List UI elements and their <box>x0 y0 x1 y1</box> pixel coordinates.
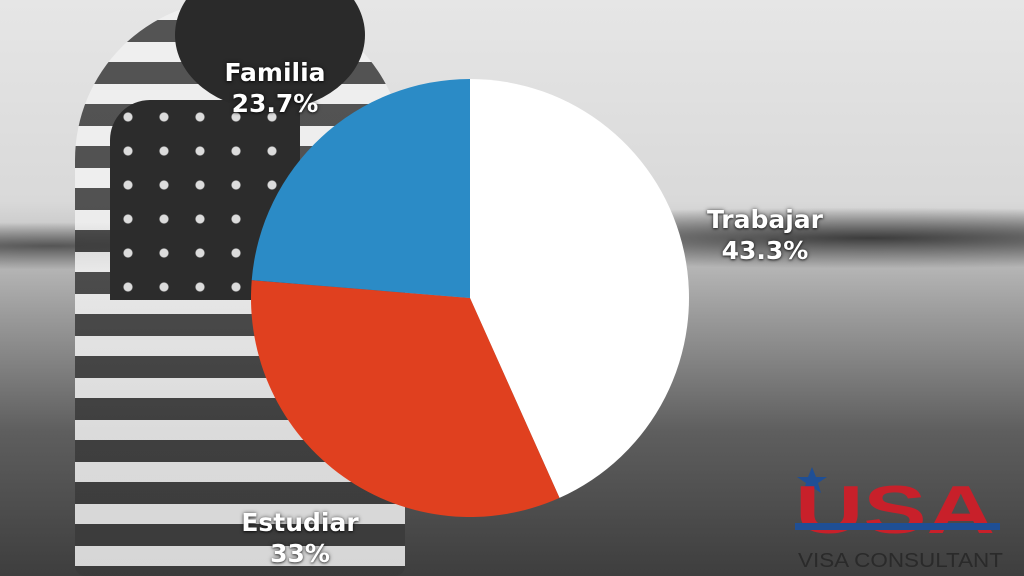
slice-name: Estudiar <box>241 508 359 537</box>
slice-label-trabajar: Trabajar 43.3% <box>690 204 840 266</box>
star-icon <box>797 467 827 493</box>
pie-slice-familia <box>251 79 470 298</box>
slice-label-estudiar: Estudiar 33% <box>225 507 375 569</box>
pie-slice-trabajar <box>470 79 689 498</box>
slice-name: Familia <box>224 58 326 87</box>
pie-slice-estudiar <box>250 280 560 517</box>
logo-sub-text: VISA CONSULTANT <box>798 550 1003 572</box>
slice-label-familia: Familia 23.7% <box>200 57 350 119</box>
logo-main-text: USA <box>795 472 995 548</box>
usa-visa-consultant-logo: USA VISA CONSULTANT <box>795 467 1003 572</box>
slice-value: 43.3% <box>721 236 809 265</box>
slice-name: Trabajar <box>706 205 824 234</box>
slice-value: 23.7% <box>231 89 319 118</box>
slice-value: 33% <box>270 539 330 568</box>
